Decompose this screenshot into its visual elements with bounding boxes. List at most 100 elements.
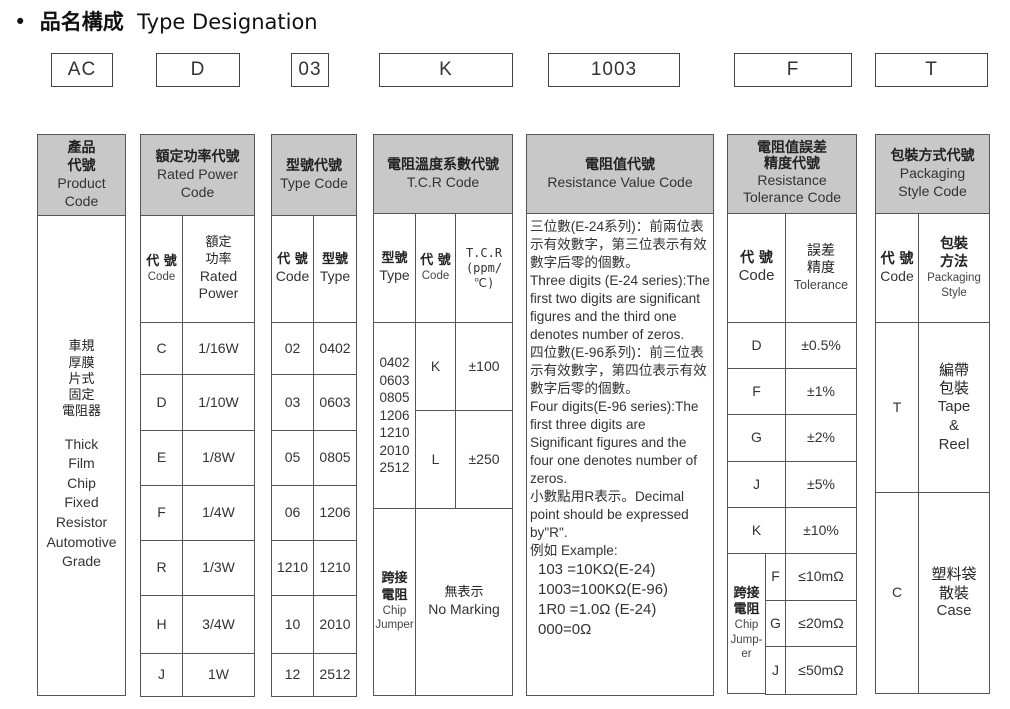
label: 型號 <box>321 252 348 268</box>
type-value-cell: 2512 <box>313 653 357 697</box>
tolerance-header: 電阻值誤差 精度代號 Resistance Tolerance Code <box>727 134 857 214</box>
header-en: Resistance Tolerance Code <box>742 171 842 206</box>
section-title: • 品名構成 Type Designation <box>14 6 318 36</box>
packaging-code-t: T <box>875 322 919 493</box>
header-zh: 額定功率代號 <box>155 148 240 165</box>
label: Chip Jumper <box>375 604 414 632</box>
power-value-cell: 1/10W <box>182 374 255 431</box>
jumper-resistance-cell: ≤10mΩ <box>785 553 857 601</box>
tcr-code-k: K <box>415 322 456 411</box>
examples: 103 =10KΩ(E-24) 1003=100KΩ(E-96) 1R0 =1.0Ω… <box>530 560 668 640</box>
title-zh: 品名構成 <box>39 10 124 34</box>
tolerance-code-cell: K <box>727 507 786 554</box>
tolerance-value-cell: ±1% <box>785 368 857 415</box>
header-en: Type Code <box>280 175 348 191</box>
type-value-cell: 1206 <box>313 485 357 541</box>
label: No Marking <box>428 601 500 618</box>
tolerance-code-cell: D <box>727 322 786 369</box>
label: Code <box>275 268 310 285</box>
label: Type <box>379 267 410 284</box>
packaging-code-c: C <box>875 492 919 694</box>
label: 跨接 電阻 <box>381 571 408 603</box>
sub-header-code: 代 號 Code <box>727 213 786 323</box>
sub-header-style: 包裝 方法 Packaging Style <box>918 213 990 323</box>
tcr-jumper-value: 無表示 No Marking <box>415 508 513 696</box>
example-line: 103 =10KΩ(E-24) <box>538 561 656 578</box>
jumper-code-cell: G <box>765 600 786 647</box>
body-zh: 車規 厚膜 片式 固定 電阻器 <box>61 339 101 420</box>
label: Chip Jump- er <box>730 619 763 660</box>
label: 型號 <box>381 251 408 267</box>
types-k: 0402 0603 0805 1206 <box>379 355 410 423</box>
packaging-style-t: 編帶 包裝 Tape & Reel <box>918 322 990 493</box>
packaging-header: 包裝方式代號 Packaging Style Code <box>875 134 990 214</box>
resistance-value-body: 三位數(E-24系列)：前兩位表示有效數字，第三位表示有效數字后零的個數。 Th… <box>526 213 714 696</box>
tolerance-value-cell: ±0.5% <box>785 322 857 369</box>
header-zh: 包裝方式代號 <box>890 147 975 164</box>
label: 代 號 <box>740 249 773 266</box>
type-code-cell: 12 <box>271 653 314 697</box>
type-code-cell: 05 <box>271 430 314 486</box>
label: Code <box>147 270 176 283</box>
header-en: Resistance Value Code <box>547 174 693 190</box>
label: Type <box>319 268 351 285</box>
sub-header-type: 型號 Type <box>313 215 357 323</box>
tcr-jumper-label: 跨接 電阻 Chip Jumper <box>373 508 416 696</box>
header-zh: 型號代號 <box>286 157 342 174</box>
code-box-resistance: 1003 <box>548 53 680 87</box>
power-value-cell: 1/8W <box>182 430 255 486</box>
header-en: T.C.R Code <box>406 174 480 190</box>
tcr-value-l: ±250 <box>455 410 513 509</box>
jumper-resistance-cell: ≤50mΩ <box>785 646 857 695</box>
label: 跨接 電阻 <box>733 585 760 617</box>
label: Case <box>936 602 972 620</box>
jumper-code-cell: J <box>765 646 786 695</box>
header-zh: 電阻值代號 <box>585 156 655 173</box>
label: Packaging Style <box>927 272 981 299</box>
tolerance-value-cell: ±2% <box>785 414 857 462</box>
label: 代 號 <box>880 250 914 267</box>
label: 額定 功率 <box>205 235 232 267</box>
resistance-value-header: 電阻值代號 Resistance Value Code <box>526 134 714 214</box>
header-zh: 電阻值誤差 精度代號 <box>757 140 827 172</box>
jumper-resistance-cell: ≤20mΩ <box>785 600 857 647</box>
header-zh: 產品 代號 <box>67 140 96 174</box>
tcr-types: 0402 0603 0805 1206 1210 2010 2512 <box>373 322 416 509</box>
header-zh: 電阻溫度系數代號 <box>387 156 499 173</box>
power-code-cell: C <box>140 322 183 375</box>
label: 塑料袋 散裝 <box>931 564 977 602</box>
code-box-tolerance: F <box>734 53 852 87</box>
header-en: Product Code <box>57 175 106 209</box>
sub-header-type: 型號 Type <box>373 213 416 323</box>
type-value-cell: 0402 <box>313 322 357 375</box>
sub-header-power: 額定 功率 Rated Power <box>182 215 255 323</box>
code-box-power: D <box>156 53 240 87</box>
code-box-tcr: K <box>379 53 513 87</box>
example-line: 1003=100KΩ(E-96) <box>538 581 669 598</box>
product-code-header: 產品 代號 Product Code <box>37 134 126 216</box>
power-code-cell: E <box>140 430 183 486</box>
header-en: Packaging Style Code <box>898 165 967 199</box>
tolerance-value-cell: ±10% <box>785 507 857 554</box>
type-code-cell: 02 <box>271 322 314 375</box>
example-line: 1R0 =1.0Ω (E-24) <box>538 601 657 618</box>
power-value-cell: 1W <box>182 653 255 697</box>
code-box-packaging: T <box>875 53 988 87</box>
tolerance-value-cell: ±5% <box>785 461 857 508</box>
label: Tape & Reel <box>937 398 971 453</box>
types-l: 1210 2010 2512 <box>379 425 410 476</box>
type-code-cell: 1210 <box>271 540 314 596</box>
tolerance-code-cell: F <box>727 368 786 415</box>
power-value-cell: 1/3W <box>182 540 255 596</box>
sub-header-tcr: T.C.R (ppm/℃) <box>455 213 513 323</box>
tolerance-jumper-label: 跨接 電阻 Chip Jump- er <box>727 553 766 694</box>
tcr-code-l: L <box>415 410 456 509</box>
tolerance-code-cell: G <box>727 414 786 462</box>
sub-header-code: 代 號 Code <box>875 213 919 323</box>
rated-power-header: 額定功率代號 Rated Power Code <box>140 134 255 216</box>
packaging-style-c: 塑料袋 散裝 Case <box>918 492 990 694</box>
type-value-cell: 0805 <box>313 430 357 486</box>
label: Code <box>738 267 775 285</box>
tcr-code-header: 電阻溫度系數代號 T.C.R Code <box>373 134 513 214</box>
power-value-cell: 1/16W <box>182 322 255 375</box>
